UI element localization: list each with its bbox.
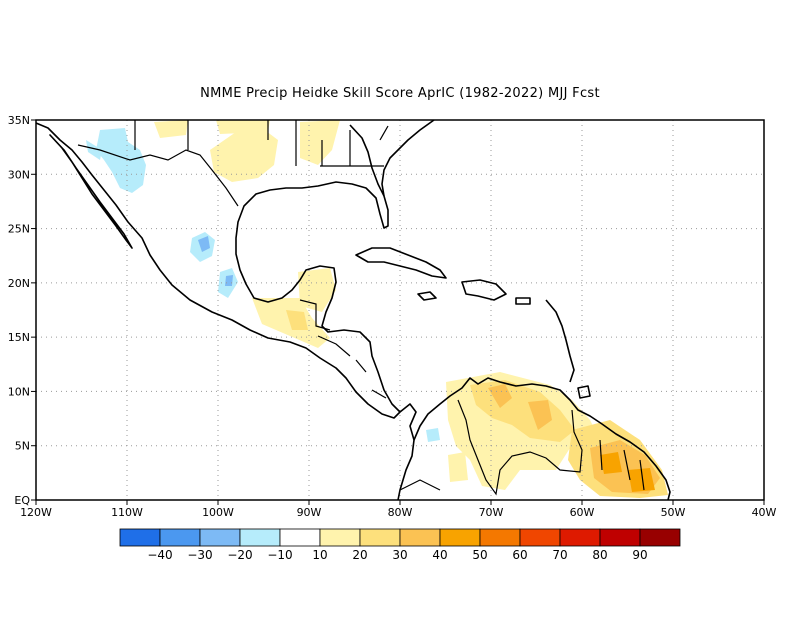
colorbar-label: 80	[592, 548, 607, 562]
colorbar-swatch	[479, 528, 521, 547]
map-title: NMME Precip Heidke Skill Score AprIC (19…	[200, 86, 600, 101]
colorbar: −40 −30 −20 −10 10 20 30 40 50 60 70 80 90	[119, 528, 681, 562]
colorbar-swatch	[199, 528, 241, 547]
negative-skill-area-colombia	[426, 428, 440, 442]
lat-tick-label: 30N	[8, 168, 30, 181]
gulf-coastline	[235, 124, 401, 413]
colorbar-swatch	[519, 528, 561, 547]
positive-skill-area-mexico-north	[154, 120, 188, 138]
lat-tick-label: 35N	[8, 114, 30, 127]
positive-skill-max-suriname	[628, 468, 655, 492]
map-axes: 120W 110W 100W 90W 80W 70W 60W 50W 40W EQ 5N 10N 15N…	[8, 114, 777, 519]
colorbar-label: 60	[512, 548, 527, 562]
negative-skill-core-central-mexico	[198, 236, 210, 252]
colorbar-label: 30	[392, 548, 407, 562]
colorbar-swatch	[159, 528, 201, 547]
lat-tick-label: 25N	[8, 223, 30, 236]
jamaica	[417, 291, 437, 301]
colorbar-swatch	[639, 528, 681, 547]
colorbar-label: 10	[312, 548, 327, 562]
lon-tick-label: 60W	[570, 506, 595, 519]
positive-skill-area-mississippi	[300, 120, 340, 165]
colorbar-label: 90	[632, 548, 647, 562]
skill-score-shading	[86, 120, 668, 498]
colorbar-swatch	[239, 528, 281, 547]
lon-tick-label: 110W	[111, 506, 143, 519]
negative-skill-area-gulf-california	[86, 140, 102, 160]
lon-tick-label: 120W	[20, 506, 52, 519]
lesser-antilles	[545, 299, 575, 383]
lat-tick-label: 20N	[8, 277, 30, 290]
colorbar-swatch	[559, 528, 601, 547]
lat-tick-label: 5N	[15, 440, 30, 453]
positive-skill-max-guianas	[600, 452, 622, 474]
colorbar-label: −30	[187, 548, 212, 562]
lat-lon-grid	[36, 120, 764, 500]
positive-skill-area-texas	[210, 128, 278, 182]
positive-skill-strong-venezuela	[488, 384, 512, 408]
colorbar-label: −20	[227, 548, 252, 562]
political-borders	[77, 120, 645, 496]
hispaniola	[461, 279, 507, 301]
cuba	[355, 247, 447, 279]
positive-skill-strong-orinoco	[528, 400, 552, 430]
colorbar-label: 50	[472, 548, 487, 562]
south-america-borders	[399, 399, 645, 496]
lon-tick-label: 40W	[752, 506, 777, 519]
colorbar-label: 70	[552, 548, 567, 562]
colorbar-swatch	[399, 528, 441, 547]
lon-tick-label: 70W	[479, 506, 504, 519]
lon-tick-label: 80W	[388, 506, 413, 519]
colorbar-label: −10	[267, 548, 292, 562]
lon-tick-label: 90W	[297, 506, 322, 519]
central-america-borders	[299, 299, 387, 399]
us-mexico-border	[77, 144, 239, 207]
positive-skill-area-colombia-south	[448, 452, 468, 482]
colorbar-swatch	[119, 528, 161, 547]
negative-skill-core-south-mexico	[225, 275, 233, 286]
colorbar-swatch	[439, 528, 481, 547]
colorbar-swatch	[359, 528, 401, 547]
puerto-rico	[515, 297, 531, 305]
positive-skill-area-north	[216, 120, 270, 134]
positive-skill-core-guatemala	[286, 310, 308, 330]
lat-tick-label: EQ	[14, 494, 30, 507]
lat-tick-label: 15N	[8, 331, 30, 344]
atlantic-coastline-us	[381, 119, 435, 197]
lon-tick-label: 100W	[202, 506, 234, 519]
lon-tick-label: 50W	[661, 506, 686, 519]
colorbar-label: 40	[432, 548, 447, 562]
pacific-coastline	[35, 122, 417, 501]
colorbar-swatch	[319, 528, 361, 547]
colorbar-label: 20	[352, 548, 367, 562]
south-america-coastline	[413, 377, 671, 501]
negative-skill-area-northwest-mexico	[96, 128, 146, 193]
colorbar-swatch	[279, 528, 321, 547]
colorbar-label: −40	[147, 548, 172, 562]
coastlines	[35, 119, 671, 501]
baja-california	[49, 134, 133, 249]
colorbar-swatch	[599, 528, 641, 547]
lat-tick-label: 10N	[8, 385, 30, 398]
trinidad	[577, 385, 591, 399]
us-state-lines	[134, 120, 389, 167]
positive-skill-area-yucatan	[298, 268, 336, 312]
